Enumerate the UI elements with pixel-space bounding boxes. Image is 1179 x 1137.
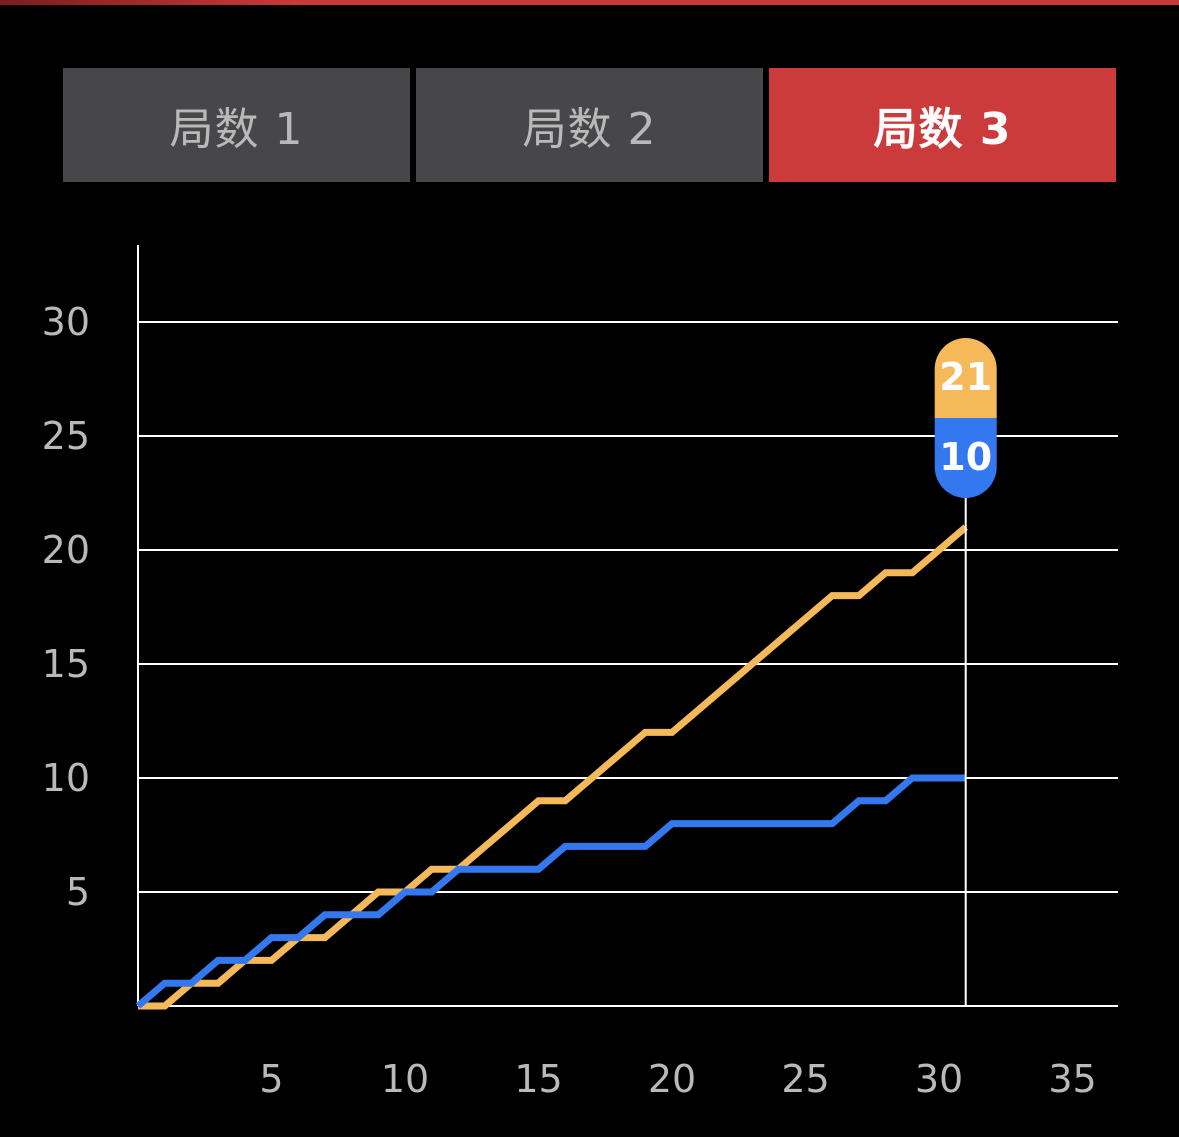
tab-round-1[interactable]: 局数 1 <box>63 68 410 182</box>
x-tick-label: 25 <box>781 1057 829 1101</box>
tab-round-3[interactable]: 局数 3 <box>769 68 1116 182</box>
y-tick-label: 5 <box>66 870 90 914</box>
tab-round-2[interactable]: 局数 2 <box>416 68 763 182</box>
y-tick-label: 10 <box>42 756 90 800</box>
x-tick-label: 10 <box>381 1057 429 1101</box>
x-tick-label: 20 <box>648 1057 696 1101</box>
series-line-orange <box>138 524 968 1010</box>
y-tick-label: 20 <box>42 528 90 572</box>
top-accent-bar <box>0 0 1179 5</box>
x-tick-label: 15 <box>514 1057 562 1101</box>
callout-top-segment <box>934 338 997 418</box>
callout-value-orange: 21 <box>939 355 992 399</box>
x-tick-label: 35 <box>1048 1057 1096 1101</box>
x-tick-label: 30 <box>915 1057 963 1101</box>
y-tick-label: 15 <box>42 642 90 686</box>
series-line-blue <box>135 774 966 1009</box>
callout-value-blue: 10 <box>939 435 992 479</box>
x-tick-label: 5 <box>259 1057 283 1101</box>
y-tick-label: 30 <box>42 300 90 344</box>
y-tick-label: 25 <box>42 414 90 458</box>
round-tabs: 局数 1 局数 2 局数 3 <box>63 68 1116 182</box>
callout-bottom-segment <box>934 418 997 498</box>
